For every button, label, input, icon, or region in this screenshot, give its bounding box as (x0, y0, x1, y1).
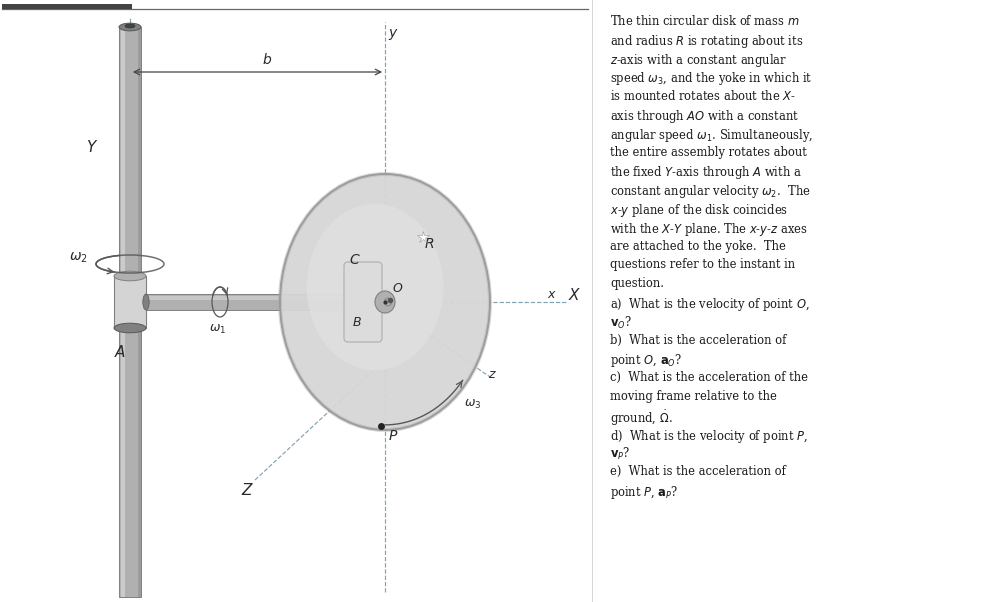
Text: speed $\omega_3$, and the yoke in which it: speed $\omega_3$, and the yoke in which … (610, 70, 812, 87)
Text: $y$: $y$ (388, 26, 399, 42)
Text: moving frame relative to the: moving frame relative to the (610, 390, 777, 403)
Text: and radius $R$ is rotating about its: and radius $R$ is rotating about its (610, 33, 804, 50)
Ellipse shape (114, 323, 146, 333)
Text: point $P$, $\mathbf{a}_P$?: point $P$, $\mathbf{a}_P$? (610, 484, 679, 501)
Text: $x$-$y$ plane of the disk coincides: $x$-$y$ plane of the disk coincides (610, 202, 788, 219)
Text: are attached to the yoke.  The: are attached to the yoke. The (610, 240, 786, 253)
FancyBboxPatch shape (344, 262, 382, 342)
Text: $\mathbf{v}_O$?: $\mathbf{v}_O$? (610, 315, 632, 331)
Polygon shape (146, 296, 347, 300)
Text: The thin circular disk of mass $m$: The thin circular disk of mass $m$ (610, 14, 800, 28)
Text: $P$: $P$ (388, 429, 398, 443)
Ellipse shape (119, 23, 141, 31)
Text: axis through $AO$ with a constant: axis through $AO$ with a constant (610, 108, 800, 125)
Text: $Y$: $Y$ (86, 139, 98, 155)
Text: $X$: $X$ (568, 287, 581, 303)
Text: $C$: $C$ (349, 253, 361, 267)
Polygon shape (121, 27, 125, 597)
Text: the entire assembly rotates about: the entire assembly rotates about (610, 146, 806, 158)
Text: question.: question. (610, 277, 664, 290)
Text: c)  What is the acceleration of the: c) What is the acceleration of the (610, 371, 808, 384)
Text: $O$: $O$ (392, 282, 404, 296)
Ellipse shape (114, 271, 146, 281)
Polygon shape (114, 276, 146, 328)
Text: $Z$: $Z$ (241, 482, 255, 498)
Ellipse shape (385, 298, 392, 306)
Text: constant angular velocity $\omega_2$.  The: constant angular velocity $\omega_2$. Th… (610, 183, 810, 200)
Text: $\omega_2$: $\omega_2$ (68, 251, 87, 265)
Text: is mounted rotates about the $X$-: is mounted rotates about the $X$- (610, 89, 796, 103)
Polygon shape (146, 294, 347, 310)
Polygon shape (119, 27, 141, 597)
Text: d)  What is the velocity of point $P$,: d) What is the velocity of point $P$, (610, 427, 807, 445)
Text: $\omega_1$: $\omega_1$ (209, 323, 226, 335)
Text: $B$: $B$ (352, 315, 362, 329)
Text: a)  What is the velocity of point $O$,: a) What is the velocity of point $O$, (610, 296, 809, 313)
Text: $x$: $x$ (547, 288, 557, 300)
Ellipse shape (143, 294, 149, 310)
Polygon shape (2, 4, 132, 9)
Text: $z$-axis with a constant angular: $z$-axis with a constant angular (610, 52, 787, 69)
Polygon shape (138, 27, 141, 597)
Text: b)  What is the acceleration of: b) What is the acceleration of (610, 334, 787, 347)
Text: e)  What is the acceleration of: e) What is the acceleration of (610, 465, 786, 478)
Text: $z$: $z$ (488, 367, 496, 380)
Ellipse shape (125, 24, 135, 28)
Text: point $O$, $\mathbf{a}_O$?: point $O$, $\mathbf{a}_O$? (610, 352, 682, 370)
Text: ground, $\dot{\Omega}$.: ground, $\dot{\Omega}$. (610, 409, 673, 428)
Text: $A$: $A$ (114, 344, 126, 360)
Text: $\mathbf{v}_P$?: $\mathbf{v}_P$? (610, 447, 630, 462)
Ellipse shape (375, 291, 395, 313)
Ellipse shape (280, 174, 490, 430)
Text: $R$: $R$ (424, 237, 434, 251)
Ellipse shape (307, 204, 443, 370)
Text: angular speed $\omega_1$. Simultaneously,: angular speed $\omega_1$. Simultaneously… (610, 127, 813, 144)
Text: questions refer to the instant in: questions refer to the instant in (610, 258, 796, 272)
Text: with the $X$-$Y$ plane. The $x$-$y$-$z$ axes: with the $X$-$Y$ plane. The $x$-$y$-$z$ … (610, 221, 807, 238)
Text: the fixed $Y$-axis through $A$ with a: the fixed $Y$-axis through $A$ with a (610, 164, 802, 181)
Text: $\omega_3$: $\omega_3$ (464, 397, 482, 411)
Text: $b$: $b$ (263, 52, 273, 67)
